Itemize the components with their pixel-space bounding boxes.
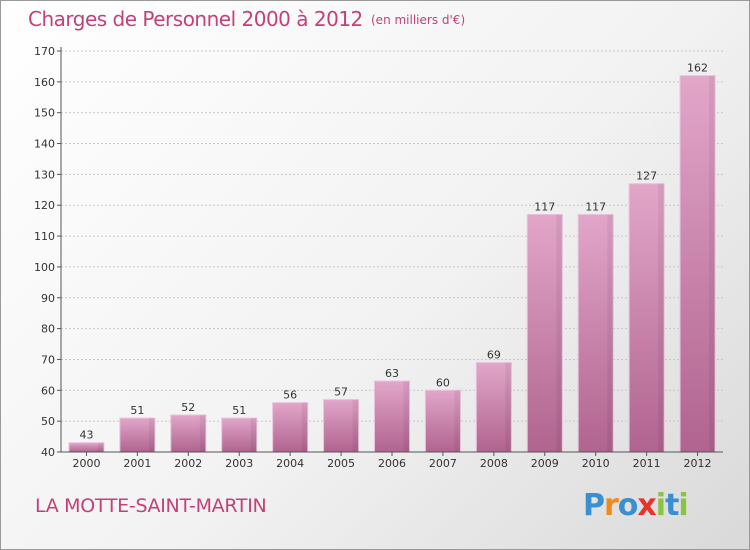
bar-value-label: 127	[636, 170, 657, 183]
y-tick-label: 60	[41, 384, 55, 397]
bar	[577, 213, 614, 453]
bar-shade	[709, 75, 716, 452]
chart-title: Charges de Personnel 2000 à 2012	[28, 7, 363, 31]
bar	[272, 402, 309, 453]
x-tick-label: 2004	[276, 457, 304, 470]
logo-letter: P	[583, 488, 605, 523]
x-tick-label: 2002	[174, 457, 202, 470]
bar-shade	[403, 381, 410, 452]
bar	[679, 75, 716, 453]
bar	[374, 380, 410, 453]
bars-layer	[68, 75, 716, 453]
x-tick-label: 2001	[123, 457, 151, 470]
bar	[323, 399, 360, 453]
logo-letter: i	[655, 488, 666, 523]
bar-value-label: 56	[283, 389, 297, 402]
bar	[170, 414, 207, 453]
proxiti-logo: Proxiti	[583, 488, 689, 523]
bar-shade	[505, 362, 512, 452]
y-tick-label: 130	[34, 168, 55, 181]
x-tick-label: 2010	[582, 457, 610, 470]
bar-value-label: 162	[687, 62, 708, 75]
bar	[628, 183, 665, 453]
bar-shade	[658, 183, 665, 452]
bar-shade	[556, 214, 563, 452]
bar	[526, 213, 563, 453]
x-tick-label: 2011	[633, 457, 661, 470]
bar-value-label: 52	[181, 401, 195, 414]
x-tick-label: 2003	[225, 457, 253, 470]
bar-value-label: 43	[79, 429, 93, 442]
x-tick-label: 2000	[72, 457, 100, 470]
x-tick-label: 2007	[429, 457, 457, 470]
y-tick-label: 170	[34, 45, 55, 58]
bar-shade	[352, 399, 359, 452]
logo-letter: o	[617, 488, 639, 523]
y-tick-label: 150	[34, 107, 55, 120]
y-tick-label: 50	[41, 415, 55, 428]
commune-name: LA MOTTE-SAINT-MARTIN	[35, 495, 267, 517]
bar	[119, 417, 156, 453]
logo-letter: r	[604, 488, 619, 523]
x-tick-label: 2008	[480, 457, 508, 470]
bar-shade	[97, 442, 104, 452]
bar-shade	[301, 402, 308, 452]
labels-layer: 43 51 52 51 56 57 63 60 69 117 117 127 162	[79, 62, 708, 442]
bar-shade	[607, 214, 614, 452]
bar	[221, 417, 258, 453]
y-tick-label: 160	[34, 76, 55, 89]
y-tick-label: 70	[41, 353, 55, 366]
bar-value-label: 57	[334, 386, 348, 399]
bar-value-label: 69	[487, 349, 501, 362]
bar-value-label: 117	[585, 200, 606, 213]
y-tick-label: 80	[41, 323, 55, 336]
bar-shade	[250, 418, 257, 452]
y-tick-label: 110	[34, 230, 55, 243]
y-tick-label: 40	[41, 446, 55, 459]
bar-shade	[454, 390, 461, 452]
y-tick-label: 140	[34, 138, 55, 151]
logo-letter: t	[665, 488, 679, 523]
x-tick-label: 2006	[378, 457, 406, 470]
x-tick-label: 2012	[684, 457, 712, 470]
y-tick-label: 90	[41, 292, 55, 305]
bar-shade	[199, 414, 206, 452]
y-tick-label: 120	[34, 199, 55, 212]
y-tick-label: 100	[34, 261, 55, 274]
chart-subtitle: (en milliers d'€)	[371, 13, 466, 27]
logo-letter: x	[637, 488, 656, 523]
bar-shade	[148, 418, 155, 452]
bar-value-label: 51	[232, 404, 246, 417]
bar-value-label: 51	[130, 404, 144, 417]
bar-value-label: 117	[534, 200, 555, 213]
x-tick-label: 2005	[327, 457, 355, 470]
x-tick-label: 2009	[531, 457, 559, 470]
bar-value-label: 63	[385, 367, 399, 380]
bar-value-label: 60	[436, 376, 450, 389]
axes-layer: 40 50 60 70 80 90 100 110 120 130 140 150 160 170 2000…	[34, 45, 723, 470]
logo-letter: i	[678, 488, 688, 523]
